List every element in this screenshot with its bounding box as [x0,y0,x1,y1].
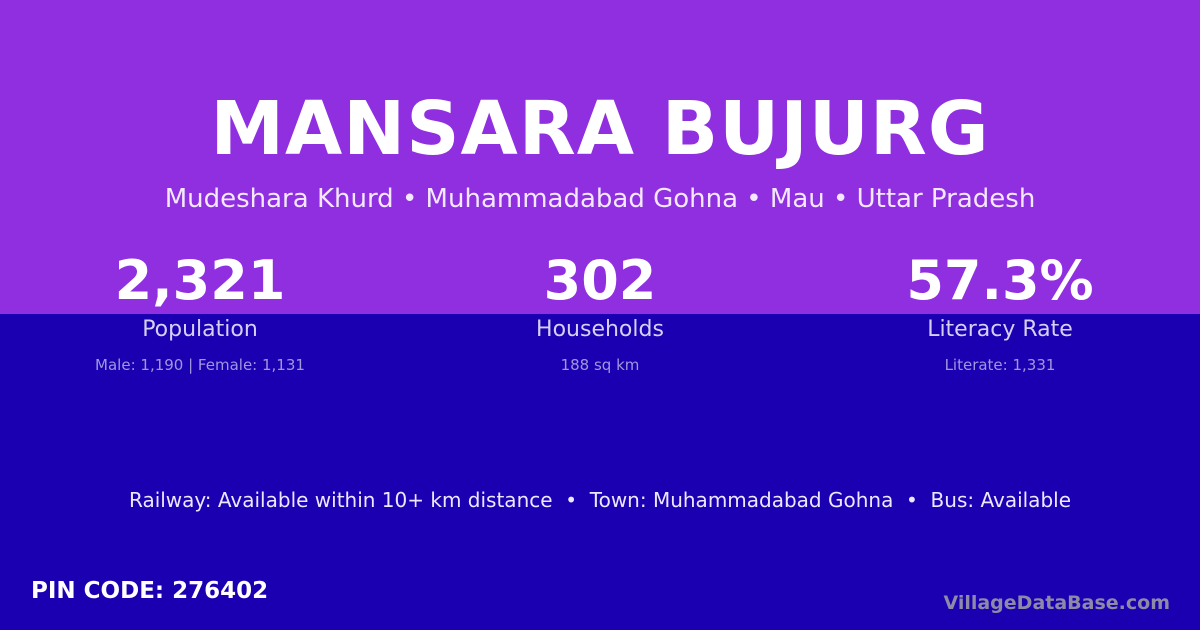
stat-label: Population [142,317,258,342]
connectivity-facts: Railway: Available within 10+ km distanc… [128,488,1071,512]
stat-detail: Literate: 1,331 [944,356,1056,374]
stats-band [0,314,1200,630]
stat-label: Households [536,317,664,342]
stat-detail: Male: 1,190 | Female: 1,131 [95,356,305,374]
header-band [0,0,1200,314]
stat-label: Literacy Rate [927,317,1073,342]
stat-value: 302 [543,249,657,312]
village-name: MANSARA BUJURG [210,86,990,172]
pin-code: PIN CODE: 276402 [31,578,269,604]
stat-detail: 188 sq km [560,356,640,374]
stat-value: 57.3% [906,249,1094,312]
brand-logo: VillageDataBase.com [943,592,1170,614]
stat-value: 2,321 [114,249,286,312]
location-breadcrumb: Mudeshara Khurd • Muhammadabad Gohna • M… [164,184,1036,214]
